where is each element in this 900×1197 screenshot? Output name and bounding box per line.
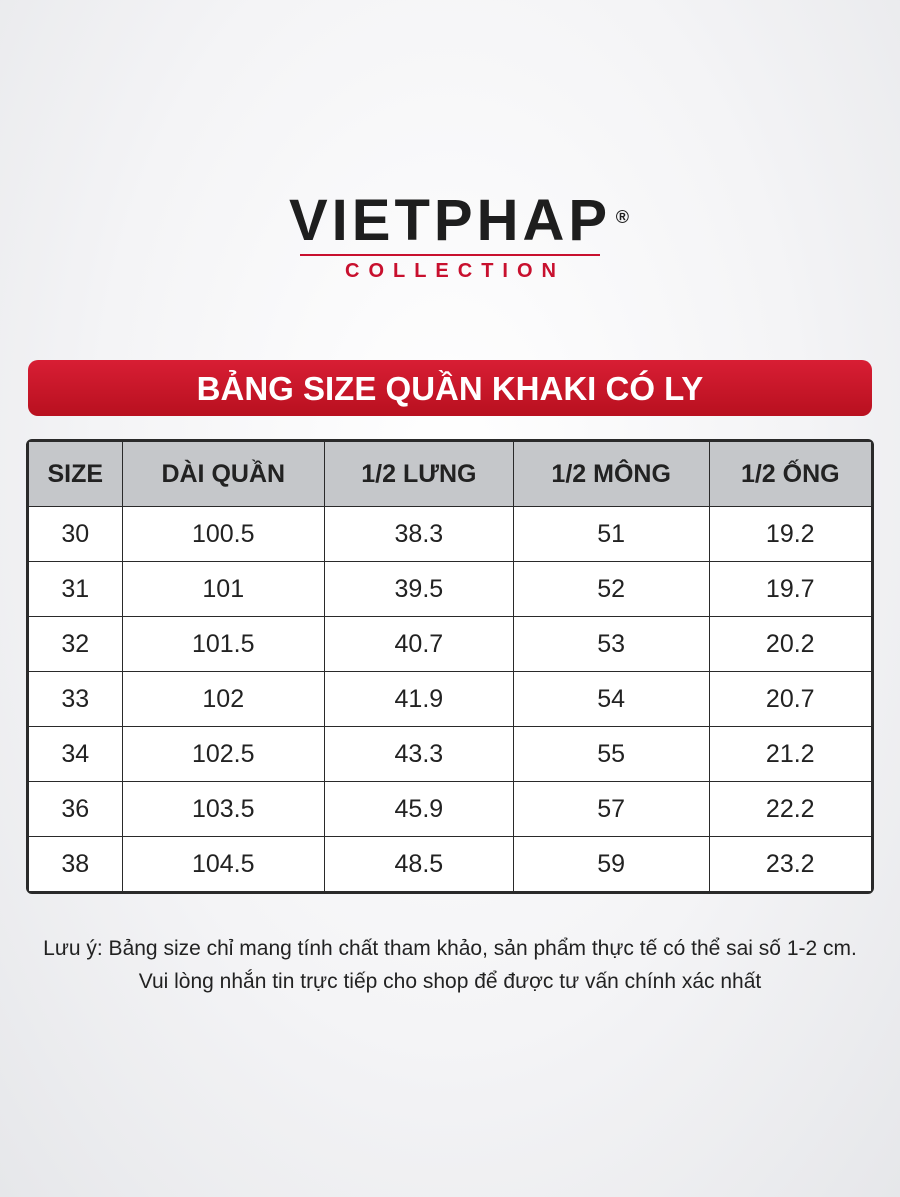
table-cell: 103.5 bbox=[121, 781, 325, 837]
table-cell: 34 bbox=[28, 726, 123, 782]
table-cell: 30 bbox=[28, 506, 123, 562]
table-cell: 19.2 bbox=[708, 506, 873, 562]
header-cell: 1/2 MÔNG bbox=[512, 441, 710, 507]
table-cell: 101.5 bbox=[121, 616, 325, 672]
table-cell: 102 bbox=[121, 671, 325, 727]
table-cell: 22.2 bbox=[708, 781, 873, 837]
table-cell: 41.9 bbox=[323, 671, 514, 727]
size-table: SIZE DÀI QUẦN 1/2 LƯNG 1/2 MÔNG 1/2 ỐNG 30 10… bbox=[26, 439, 874, 894]
table-cell: 57 bbox=[512, 781, 710, 837]
table-cell: 100.5 bbox=[121, 506, 325, 562]
table-row: 30 100.5 38.3 51 19.2 bbox=[28, 506, 873, 562]
brand: VIETPHAP ® bbox=[288, 188, 629, 253]
table-row: 33 102 41.9 54 20.7 bbox=[28, 671, 873, 727]
table-cell: 23.2 bbox=[708, 836, 873, 892]
note-line: Lưu ý: Bảng size chỉ mang tính chất tham… bbox=[43, 937, 857, 960]
table-cell: 102.5 bbox=[121, 726, 325, 782]
brand-name: VIETPHAP bbox=[288, 188, 612, 253]
table-row: 36 103.5 45.9 57 22.2 bbox=[28, 781, 873, 837]
table-cell: 21.2 bbox=[708, 726, 873, 782]
table-cell: 45.9 bbox=[323, 781, 514, 837]
table-cell: 32 bbox=[28, 616, 123, 672]
table-body: 30 100.5 38.3 51 19.2 31 101 39.5 52 19.7 32 101.5 4… bbox=[28, 506, 873, 892]
logo-rule bbox=[300, 254, 600, 256]
table-row: 31 101 39.5 52 19.7 bbox=[28, 561, 873, 617]
logo: VIETPHAP ® COLLECTION bbox=[0, 190, 900, 283]
table-row: 34 102.5 43.3 55 21.2 bbox=[28, 726, 873, 782]
header-cell: 1/2 LƯNG bbox=[323, 441, 514, 507]
table-row: 38 104.5 48.5 59 23.2 bbox=[28, 836, 873, 892]
table-cell: 39.5 bbox=[323, 561, 514, 617]
note-line: Vui lòng nhắn tin trực tiếp cho shop để … bbox=[138, 970, 762, 993]
note: Lưu ý: Bảng size chỉ mang tính chất tham… bbox=[0, 932, 900, 998]
table-cell: 31 bbox=[28, 561, 123, 617]
table-cell: 52 bbox=[512, 561, 710, 617]
table-cell: 51 bbox=[512, 506, 710, 562]
table-cell: 33 bbox=[28, 671, 123, 727]
table-cell: 54 bbox=[512, 671, 710, 727]
table-cell: 101 bbox=[121, 561, 325, 617]
table-cell: 38 bbox=[28, 836, 123, 892]
header-cell: DÀI QUẦN bbox=[121, 441, 325, 507]
table-cell: 40.7 bbox=[323, 616, 514, 672]
table-cell: 36 bbox=[28, 781, 123, 837]
table-cell: 104.5 bbox=[121, 836, 325, 892]
table-cell: 19.7 bbox=[708, 561, 873, 617]
table-cell: 55 bbox=[512, 726, 710, 782]
table-cell: 20.7 bbox=[708, 671, 873, 727]
registered-mark: ® bbox=[615, 207, 634, 227]
table-cell: 48.5 bbox=[323, 836, 514, 892]
table-row: 32 101.5 40.7 53 20.2 bbox=[28, 616, 873, 672]
title-banner: BẢNG SIZE QUẦN KHAKI CÓ LY bbox=[28, 360, 872, 416]
table-cell: 38.3 bbox=[323, 506, 514, 562]
table-cell: 20.2 bbox=[708, 616, 873, 672]
header-row: SIZE DÀI QUẦN 1/2 LƯNG 1/2 MÔNG 1/2 ỐNG bbox=[28, 441, 873, 507]
header-cell: 1/2 ỐNG bbox=[708, 441, 873, 507]
table-cell: 53 bbox=[512, 616, 710, 672]
table-cell: 43.3 bbox=[323, 726, 514, 782]
table-cell: 59 bbox=[512, 836, 710, 892]
brand-sub: COLLECTION bbox=[345, 260, 565, 282]
header-cell: SIZE bbox=[28, 441, 123, 507]
